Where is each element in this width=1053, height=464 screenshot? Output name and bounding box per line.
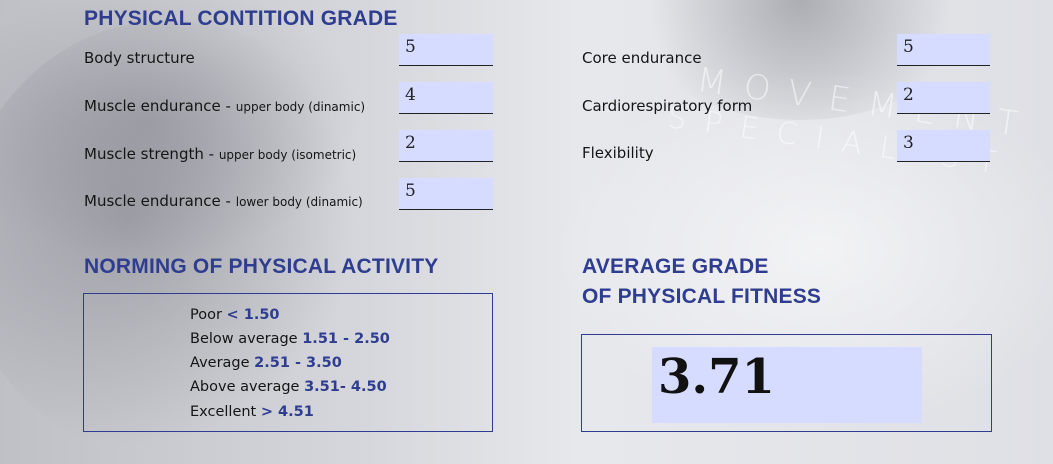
norming-range: 1.51 - 2.50 — [302, 331, 390, 347]
grade-label-body-structure: Body structure — [84, 49, 195, 67]
grade-label-detail: upper body (dinamic) — [235, 100, 366, 114]
grade-label-core-endurance: Core endurance — [582, 49, 702, 67]
average-grade-value[interactable]: 3.71 — [652, 347, 922, 423]
norming-item-poor: Poor < 1.50 — [190, 307, 280, 323]
norming-box: Poor < 1.50 Below average 1.51 - 2.50 Av… — [83, 293, 493, 432]
grade-label-text: Muscle strength - — [84, 145, 219, 163]
grade-input-muscle-endurance-lower[interactable]: 5 — [399, 178, 493, 210]
norming-range: > 4.51 — [260, 404, 314, 420]
norming-range: 3.51- 4.50 — [304, 379, 387, 395]
grade-input-body-structure[interactable]: 5 — [399, 34, 493, 66]
average-grade-box: 3.71 — [581, 334, 992, 432]
grade-label-text: Body structure — [84, 49, 195, 67]
norming-item-above-average: Above average 3.51- 4.50 — [190, 379, 387, 395]
grade-input-flexibility[interactable]: 3 — [897, 130, 990, 162]
page-title: PHYSICAL CONTITION GRADE — [84, 7, 398, 30]
grade-label-muscle-strength-upper: Muscle strength - upper body (isometric) — [84, 145, 356, 163]
grade-label-detail: lower body (dinamic) — [235, 195, 363, 209]
norming-label: Poor — [190, 307, 227, 323]
norming-item-below-average: Below average 1.51 - 2.50 — [190, 331, 390, 347]
grade-label-muscle-endurance-upper: Muscle endurance - upper body (dinamic) — [84, 97, 365, 115]
grade-label-flexibility: Flexibility — [582, 144, 654, 162]
norming-item-excellent: Excellent > 4.51 — [190, 404, 314, 420]
grade-input-core-endurance[interactable]: 5 — [897, 34, 990, 66]
average-heading-line2: OF PHYSICAL FITNESS — [582, 285, 822, 308]
norming-range: 2.51 - 3.50 — [254, 355, 342, 371]
norming-item-average: Average 2.51 - 3.50 — [190, 355, 342, 371]
average-heading-line1: AVERAGE GRADE — [582, 255, 769, 278]
grade-label-text: Muscle endurance - — [84, 192, 236, 210]
grade-input-muscle-endurance-upper[interactable]: 4 — [399, 82, 493, 114]
norming-label: Average — [190, 355, 255, 371]
grade-input-cardiorespiratory-form[interactable]: 2 — [897, 82, 990, 114]
norming-label: Above average — [190, 379, 305, 395]
norming-label: Excellent — [190, 404, 261, 420]
grade-label-detail: upper body (isometric) — [218, 148, 357, 162]
norming-range: < 1.50 — [226, 307, 280, 323]
grade-input-muscle-strength-upper[interactable]: 2 — [399, 130, 493, 162]
grade-label-text: Muscle endurance - — [84, 97, 236, 115]
grade-label-cardiorespiratory-form: Cardiorespiratory form — [582, 97, 753, 115]
norming-heading: NORMING OF PHYSICAL ACTIVITY — [84, 255, 439, 278]
grade-label-muscle-endurance-lower: Muscle endurance - lower body (dinamic) — [84, 192, 363, 210]
norming-label: Below average — [190, 331, 303, 347]
